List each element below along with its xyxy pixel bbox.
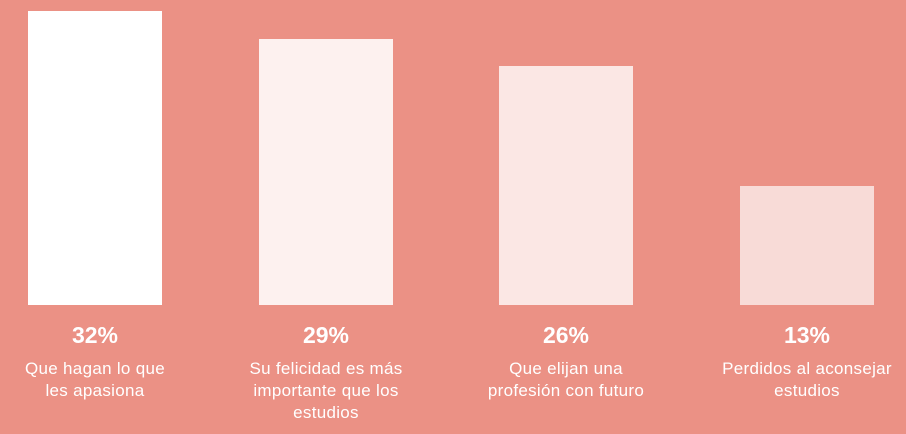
- value-label: 29%: [302, 322, 350, 348]
- bar: [259, 38, 393, 305]
- category-label: Que hagan lo que les apasiona: [25, 359, 165, 400]
- value-label: 26%: [542, 322, 590, 348]
- category-label: Su felicidad es más importante que los e…: [249, 359, 403, 422]
- bar: [499, 66, 633, 305]
- bar: [28, 11, 162, 305]
- bar: [740, 185, 874, 305]
- category-label: Que elijan una profesión con futuro: [487, 359, 645, 400]
- value-label: 13%: [783, 322, 831, 348]
- value-label: 32%: [71, 322, 119, 348]
- category-label: Perdidos al aconsejar estudios: [722, 359, 892, 400]
